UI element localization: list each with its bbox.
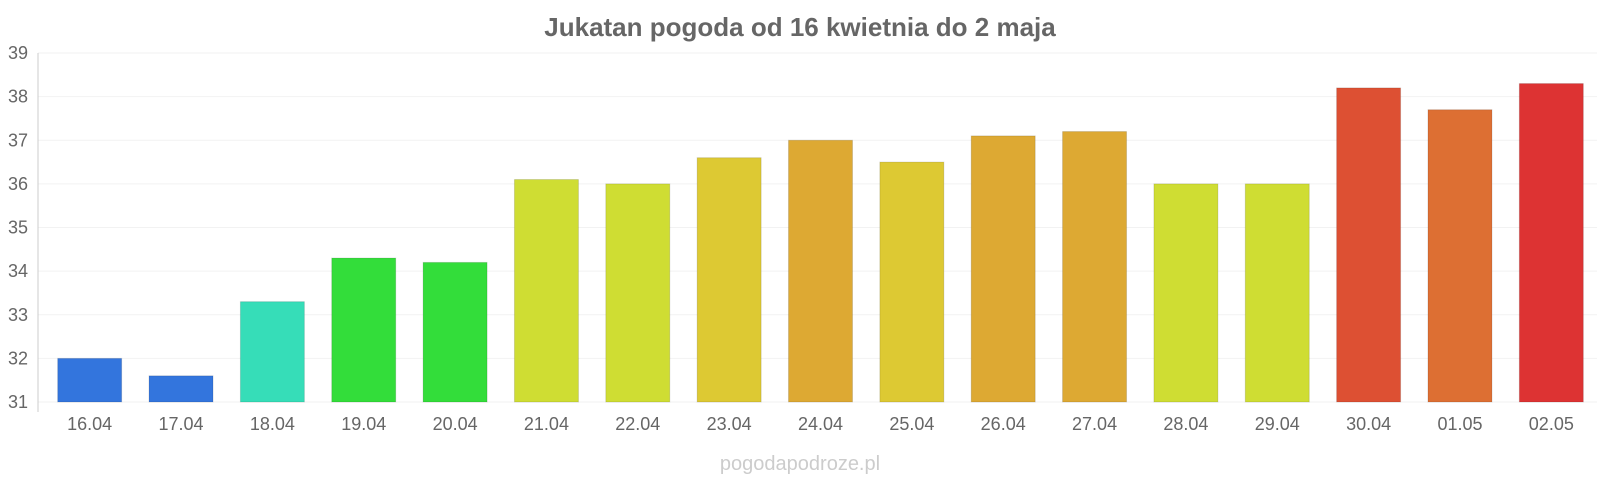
x-tick-label: 19.04 — [341, 414, 386, 434]
y-tick-label: 38 — [8, 87, 28, 107]
x-tick-label: 01.05 — [1437, 414, 1482, 434]
y-tick-label: 35 — [8, 218, 28, 238]
x-tick-label: 02.05 — [1529, 414, 1574, 434]
y-tick-label: 37 — [8, 130, 28, 150]
y-tick-label: 32 — [8, 348, 28, 368]
bar-22.04 — [605, 183, 671, 403]
y-tick-label: 36 — [8, 174, 28, 194]
bars — [57, 83, 1584, 403]
x-tick-label: 16.04 — [67, 414, 112, 434]
y-tick-label: 39 — [8, 43, 28, 63]
y-tick-label: 31 — [8, 392, 28, 412]
bar-24.04 — [788, 139, 853, 403]
x-tick-label: 30.04 — [1346, 414, 1391, 434]
bar-25.04 — [879, 161, 945, 403]
bar-23.04 — [696, 157, 762, 403]
y-tick-label: 33 — [8, 305, 28, 325]
y-tick-label: 34 — [8, 261, 28, 281]
bar-27.04 — [1062, 131, 1128, 403]
bar-21.04 — [513, 179, 579, 403]
x-tick-label: 20.04 — [433, 414, 478, 434]
x-tick-label: 28.04 — [1163, 414, 1208, 434]
x-tick-label: 23.04 — [707, 414, 752, 434]
bar-20.04 — [422, 261, 488, 403]
x-tick-label: 17.04 — [159, 414, 204, 434]
x-tick-label: 25.04 — [889, 414, 934, 434]
bar-26.04 — [970, 135, 1036, 403]
bar-02.05 — [1518, 83, 1584, 403]
chart-title: Jukatan pogoda od 16 kwietnia do 2 maja — [544, 12, 1056, 42]
x-tick-label: 22.04 — [615, 414, 660, 434]
bar-28.04 — [1153, 183, 1219, 403]
watermark: pogodapodroze.pl — [720, 453, 880, 475]
bar-01.05 — [1427, 109, 1493, 403]
bar-30.04 — [1336, 87, 1402, 403]
bar-19.04 — [331, 257, 397, 403]
bar-17.04 — [148, 375, 214, 403]
bar-18.04 — [239, 301, 305, 403]
x-tick-label: 18.04 — [250, 414, 295, 434]
x-axis-ticks: 16.04 17.04 18.04 19.04 20.04 21.04 22.04 23.04… — [67, 414, 1574, 434]
bar-29.04 — [1244, 183, 1310, 403]
x-tick-label: 21.04 — [524, 414, 569, 434]
x-tick-label: 29.04 — [1255, 414, 1300, 434]
y-axis-ticks: 31 32 33 34 35 36 37 38 39 — [8, 43, 28, 412]
x-tick-label: 27.04 — [1072, 414, 1117, 434]
bar-16.04 — [57, 357, 123, 403]
x-tick-label: 24.04 — [798, 414, 843, 434]
x-tick-label: 26.04 — [981, 414, 1026, 434]
